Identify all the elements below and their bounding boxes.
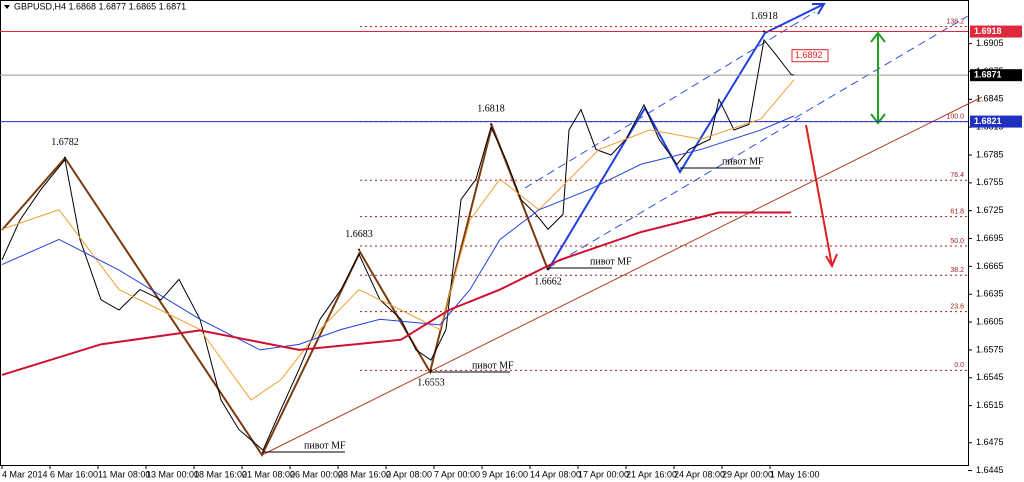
x-tick-label: 1 May 16:00 — [770, 469, 820, 479]
price-box-label: 1.6871 — [974, 70, 1002, 80]
pivot-mf-label: пивот MF — [472, 360, 514, 371]
x-tick-label: 7 Apr 00:00 — [434, 469, 480, 479]
x-tick-label: 28 Mar 16:00 — [338, 469, 391, 479]
pivot-mf-label: пивот MF — [590, 256, 632, 267]
y-tick-label: 1.6635 — [976, 289, 1004, 299]
fibo-label: 0.0 — [954, 362, 964, 369]
price-line-series — [1, 211, 791, 376]
arrow-up — [764, 3, 825, 34]
fibo-label: 138.2 — [946, 18, 964, 25]
pivot-point — [763, 30, 765, 33]
x-tick-label: 21 Apr 16:00 — [626, 469, 677, 479]
x-tick-label: 24 Apr 08:00 — [674, 469, 725, 479]
x-tick-label: 2 Apr 08:00 — [386, 469, 432, 479]
y-tick-label: 1.6515 — [976, 400, 1004, 410]
fibo-label: 23.6 — [950, 303, 964, 310]
price-box-label: 1.6821 — [974, 116, 1002, 126]
y-tick-label: 1.6755 — [976, 177, 1004, 187]
x-tick-label: 6 Mar 16:00 — [50, 469, 98, 479]
price-box — [970, 115, 1022, 128]
fibo-label: 38.2 — [950, 267, 964, 274]
menu-triangle — [4, 5, 10, 9]
price-box — [970, 25, 1022, 38]
fibo-label: 61.8 — [950, 208, 964, 215]
pivot-mf-label: пивот MF — [722, 156, 764, 167]
pivot-point — [64, 156, 66, 159]
fibo-label: 100.0 — [946, 113, 964, 120]
y-tick-label: 1.6545 — [976, 372, 1004, 382]
x-tick-label: 14 Apr 08:00 — [530, 469, 581, 479]
zigzag-brown — [1, 122, 549, 458]
range-arrow-bottom — [870, 113, 886, 125]
fibo-label: 50.0 — [950, 238, 964, 245]
x-tick-label: 11 Mar 08:00 — [98, 469, 150, 479]
pivot-point — [490, 123, 492, 126]
x-tick-label: 4 Mar 2014 — [2, 469, 48, 479]
range-arrow-top — [870, 31, 886, 43]
chart-price-label: 1.6892 — [795, 50, 823, 60]
y-tick-label: 1.6445 — [976, 465, 1004, 475]
price-line-series — [1, 38, 795, 451]
pivot-mf-label: пивот MF — [304, 440, 346, 451]
y-tick-label: 1.6785 — [976, 149, 1004, 159]
pivot-point — [547, 268, 549, 271]
plot-frame — [0, 0, 969, 466]
y-tick-label: 1.6725 — [976, 205, 1004, 215]
pivot-point — [358, 248, 360, 251]
y-tick-label: 1.6695 — [976, 233, 1004, 243]
chart-header: GBPUSD,H4 1.6868 1.6877 1.6865 1.6871 — [14, 1, 186, 11]
pivot-point — [430, 369, 432, 372]
x-tick-label: 21 Mar 08:00 — [242, 469, 295, 479]
y-tick-label: 1.6605 — [976, 316, 1004, 326]
price-line-series — [1, 79, 795, 401]
x-tick-label: 29 Apr 00:00 — [722, 469, 773, 479]
y-tick-label: 1.6845 — [976, 94, 1004, 104]
pivot-value: 1.6683 — [345, 229, 373, 240]
channel-lower — [547, 117, 801, 269]
zigzag-blue — [547, 32, 766, 271]
arrow-up-head — [812, 3, 826, 15]
drawings — [1, 3, 983, 458]
pivot-value: 1.6782 — [51, 137, 79, 148]
y-tick-label: 1.6575 — [976, 344, 1004, 354]
price-box-label: 1.6918 — [974, 26, 1002, 36]
trend-line — [261, 96, 983, 456]
y-tick-label: 1.6475 — [976, 437, 1004, 447]
y-tick-label: 1.6665 — [976, 261, 1004, 271]
x-tick-label: 13 Mar 00:00 — [146, 469, 199, 479]
channel-upper — [524, 11, 816, 189]
fibo-label: 76.4 — [950, 172, 964, 179]
channel-mid — [794, 15, 969, 119]
x-tick-label: 26 Mar 00:00 — [290, 469, 343, 479]
x-tick-label: 18 Mar 16:00 — [194, 469, 247, 479]
pivot-value: 1.6553 — [417, 378, 445, 389]
pivot-value: 1.6662 — [534, 276, 562, 287]
pivot-value: 1.6918 — [750, 11, 778, 22]
y-tick-label: 1.6905 — [976, 38, 1004, 48]
arrow-down-head — [825, 253, 838, 269]
pivot-value: 1.6818 — [477, 104, 505, 115]
arrow-down — [805, 124, 833, 267]
x-tick-label: 17 Apr 00:00 — [578, 469, 629, 479]
price-line-series — [1, 115, 795, 351]
x-tick-label: 9 Apr 16:00 — [482, 469, 528, 479]
chart-price-box — [791, 49, 829, 63]
price-box — [970, 69, 1022, 82]
